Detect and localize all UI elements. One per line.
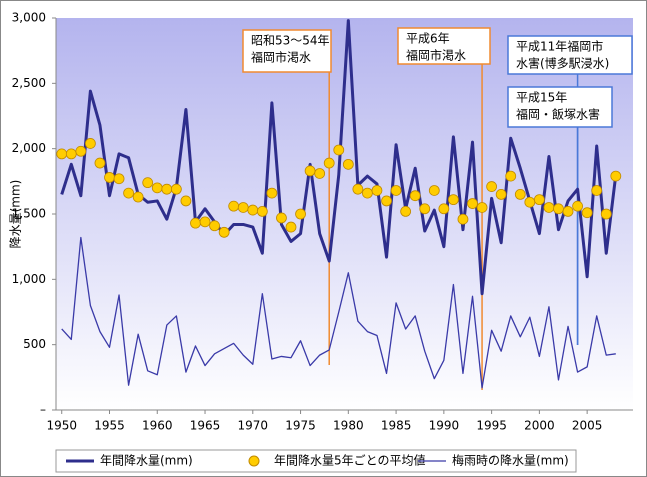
avg-dot: [123, 187, 135, 199]
avg-dot: [495, 188, 507, 200]
avg-dot: [581, 207, 593, 219]
legend-label: 梅雨時の降水量(mm): [452, 453, 569, 468]
avg-dot: [247, 204, 259, 216]
avg-dot: [56, 148, 68, 160]
avg-dot: [362, 187, 373, 199]
avg-dot: [352, 183, 364, 195]
avg-dot: [600, 208, 612, 220]
avg-dot: [400, 205, 412, 217]
x-tick-label: 1975: [285, 419, 316, 433]
avg-dot: [323, 157, 335, 169]
avg-dot: [295, 208, 306, 220]
annotation-box: [507, 35, 633, 75]
avg-dot: [457, 213, 469, 225]
x-tick-label: 1970: [238, 419, 269, 433]
avg-dot: [256, 205, 268, 217]
avg-dot: [467, 198, 478, 209]
avg-dot: [94, 157, 106, 169]
avg-dot: [314, 168, 326, 179]
x-tick-label: 1950: [46, 419, 77, 433]
x-tick-label: 1980: [333, 419, 364, 433]
y-tick-label: 500: [23, 337, 46, 351]
y-tick-label: 3,000: [12, 11, 46, 25]
legend-label: 年間降水量(mm): [100, 454, 193, 468]
avg-dot: [285, 221, 297, 233]
avg-dot: [572, 200, 583, 212]
annotation-text: 昭和53～54年: [251, 34, 330, 48]
avg-dot: [553, 203, 564, 215]
series-line: [60, 19, 618, 296]
avg-dot: [142, 177, 154, 189]
avg-dot: [132, 191, 144, 203]
y-tick-label: 1,000: [12, 272, 46, 286]
annotation-text: 平成15年: [516, 91, 567, 105]
annotation-box: [242, 29, 332, 73]
x-tick-label: 1995: [476, 419, 507, 433]
annotation-box: [397, 27, 491, 65]
avg-dot: [75, 145, 87, 157]
avg-dot: [438, 203, 450, 215]
avg-dot: [170, 183, 182, 195]
avg-dot: [562, 205, 574, 217]
avg-dot: [266, 187, 278, 199]
avg-dot: [151, 182, 163, 194]
x-tick-label: 1985: [381, 419, 412, 433]
y-tick-label: –: [40, 403, 46, 417]
avg-dot: [304, 165, 316, 177]
avg-dot: [65, 148, 77, 160]
avg-dot: [428, 185, 440, 196]
x-tick-label: 2005: [572, 419, 603, 433]
annotation-text: 福岡市渇水: [251, 50, 311, 65]
avg-dot: [533, 194, 545, 206]
x-tick-label: 1965: [190, 419, 221, 433]
avg-dot: [543, 202, 555, 213]
avg-dot: [486, 181, 498, 192]
y-axis-label: 降水量(mm): [9, 180, 23, 249]
y-tick-label: 1,500: [12, 207, 46, 221]
avg-dot: [476, 202, 488, 213]
avg-dot: [591, 185, 603, 196]
avg-dot: [228, 200, 240, 212]
annotation-box: [507, 86, 613, 128]
avg-dot: [524, 196, 536, 208]
legend-dot: [248, 455, 260, 467]
annotation-text: 平成11年福岡市: [516, 39, 603, 54]
avg-dot: [199, 216, 211, 228]
avg-dot: [390, 185, 402, 196]
legend-label: 年間降水量5年ごとの平均値: [274, 453, 426, 468]
avg-dot: [371, 185, 383, 196]
avg-dot: [448, 194, 459, 206]
avg-dot: [104, 172, 115, 183]
avg-dot: [190, 217, 201, 229]
avg-dot: [84, 138, 96, 149]
y-tick-label: 2,500: [12, 76, 46, 90]
avg-dot: [180, 195, 192, 207]
annotation-text: 福岡市渇水: [406, 48, 466, 63]
avg-dot: [113, 173, 125, 185]
avg-dot: [342, 158, 354, 170]
x-tick-label: 1960: [142, 419, 173, 433]
avg-dot: [381, 195, 392, 207]
x-tick-label: 2000: [524, 419, 555, 433]
avg-dot: [610, 170, 622, 182]
avg-dot: [276, 212, 287, 224]
series-line: [61, 236, 616, 389]
avg-dot: [409, 190, 421, 202]
y-tick-label: 2,000: [12, 141, 46, 155]
avg-dot: [505, 170, 517, 182]
avg-dot: [161, 183, 173, 195]
x-tick-label: 1955: [94, 419, 125, 433]
avg-dot: [333, 144, 345, 156]
avg-dot: [419, 203, 431, 215]
avg-dot: [209, 220, 220, 232]
annotation-text: 水害(博多駅浸水): [516, 56, 609, 71]
annotation-text: 平成6年: [406, 32, 450, 46]
legend-box: [55, 449, 577, 473]
avg-dot: [218, 226, 230, 238]
x-tick-label: 1990: [429, 419, 460, 433]
avg-dot: [237, 202, 249, 213]
annotation-text: 福岡・飯塚水害: [516, 107, 600, 122]
avg-dot: [514, 188, 526, 200]
